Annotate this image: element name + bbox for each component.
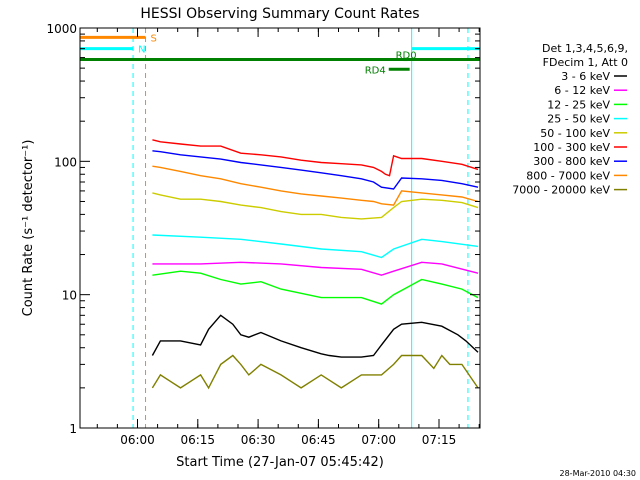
legend-label-1: 6 - 12 keV (554, 84, 610, 97)
axes: 06:00 06:15 06:30 06:45 07:00 07:15 1 10 100 1000 (46, 22, 481, 447)
x-tick-label-5: 07:15 (422, 433, 457, 447)
chart-title: HESSI Observing Summary Count Rates (140, 6, 419, 22)
state-bar-label-4: RD4 (365, 65, 386, 76)
legend-label-2: 12 - 25 keV (547, 98, 610, 111)
y-tick-label-3: 1000 (46, 22, 77, 36)
state-bar-label-0: S (151, 33, 157, 44)
legend-label-5: 100 - 300 keV (533, 141, 610, 154)
legend-label-0: 3 - 6 keV (561, 70, 610, 83)
legend-label-6: 300 - 800 keV (533, 155, 610, 168)
y-tick-label-1: 10 (62, 289, 77, 303)
series-line-6 (152, 150, 479, 190)
x-tick-label-2: 06:30 (241, 433, 276, 447)
legend-label-4: 50 - 100 keV (540, 127, 610, 140)
series-line-1 (152, 261, 479, 276)
legend: Det 1,3,4,5,6,9,FDecim 1, Att 03 - 6 keV… (512, 42, 628, 197)
state-bar-label-5: RD0 (396, 51, 417, 62)
legend-header-0: Det 1,3,4,5,6,9, (542, 42, 628, 55)
x-tick-label-4: 07:00 (361, 433, 396, 447)
series-line-7 (152, 165, 479, 206)
series-line-0 (151, 314, 479, 358)
legend-label-7: 800 - 7000 keV (526, 169, 610, 182)
legend-label-3: 25 - 50 keV (547, 113, 610, 126)
series-line-8 (151, 354, 479, 390)
y-axis-label: Count Rate (s⁻¹ detector⁻¹) (21, 140, 36, 317)
legend-label-8: 7000 - 20000 keV (512, 184, 610, 197)
plot-area: SN RD4 RD0 (79, 28, 480, 428)
x-axis-label: Start Time (27-Jan-07 05:45:42) (176, 455, 384, 470)
footer-timestamp: 28-Mar-2010 04:30 (560, 469, 637, 478)
state-bar-label-1: N (138, 45, 145, 56)
series-line-5 (152, 139, 479, 177)
series-line-2 (152, 270, 479, 305)
x-tick-label-0: 06:00 (120, 433, 155, 447)
y-tick-label-2: 100 (54, 155, 77, 169)
y-tick-label-0: 1 (69, 422, 77, 436)
plot-frame (79, 27, 481, 429)
series-line-3 (152, 234, 479, 259)
x-tick-label-1: 06:15 (180, 433, 215, 447)
x-tick-label-3: 06:45 (301, 433, 336, 447)
series-line-4 (152, 192, 479, 220)
legend-header-1: FDecim 1, Att 0 (543, 56, 628, 69)
